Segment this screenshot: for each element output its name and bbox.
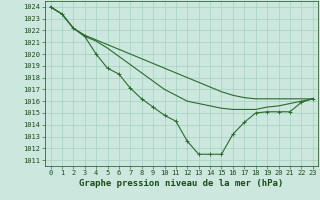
- X-axis label: Graphe pression niveau de la mer (hPa): Graphe pression niveau de la mer (hPa): [79, 179, 284, 188]
